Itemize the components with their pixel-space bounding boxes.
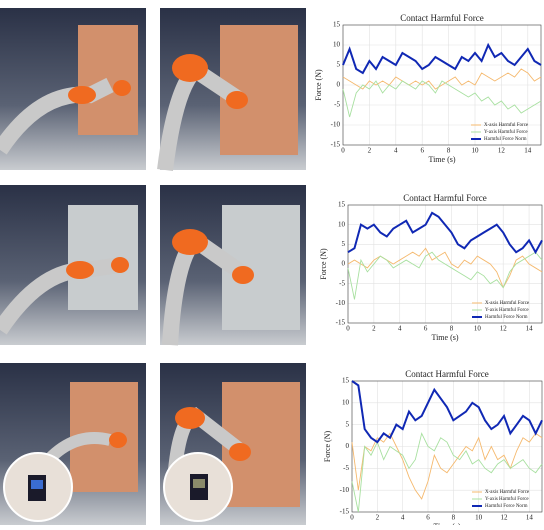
x-tick-label: 8 [452,514,456,522]
y-axis-label: Force (N) [319,248,328,280]
x-tick-label: 14 [524,147,532,155]
robot-joint [172,229,208,255]
x-tick-label: 0 [346,325,350,333]
series-line [342,42,542,75]
y-tick-label: 10 [333,41,341,49]
y-axis-label: Force (N) [323,431,332,463]
x-tick-label: 10 [475,514,483,522]
series-line [342,80,542,118]
x-tick-label: 4 [401,514,405,522]
legend-label: X-axis Harmful Force [485,490,530,495]
y-tick-label: -15 [336,319,346,327]
photos [0,8,306,525]
y-tick-label: 5 [346,420,350,428]
x-tick-label: 6 [424,325,428,333]
chart: -15 -10 -5 0 5 10 15 0 2 4 6 8 10 12 14 Contact Harmful… [323,369,543,530]
x-tick-label: 14 [526,325,534,333]
x-tick-label: 10 [472,147,480,155]
series-line [351,432,543,513]
y-tick-label: 15 [333,21,341,29]
legend-label: Harmful Force Norm [484,137,527,142]
robot-joint [229,443,251,461]
y-tick-label: 5 [337,61,341,69]
plot-frame [351,380,543,513]
x-tick-label: 14 [526,514,534,522]
y-tick-label: 5 [342,240,346,248]
y-tick-label: -10 [331,121,341,129]
x-tick-label: 2 [368,147,372,155]
robot-joint [226,91,248,109]
screen [193,479,205,488]
chart: -15 -10 -5 0 5 10 15 0 2 4 6 8 10 12 14 Contact Harmful… [314,13,542,164]
y-tick-label: -10 [336,299,346,307]
x-tick-label: 8 [450,325,454,333]
series-line [347,211,543,255]
x-axis-label: Time (s) [428,155,455,164]
y-tick-label: -15 [331,141,341,149]
door [68,205,138,310]
legend-label: Y-axis Harmful Force [484,130,528,135]
y-tick-label: 10 [342,398,350,406]
legend-label: Harmful Force Norm [485,315,528,320]
y-tick-label: 10 [338,220,346,228]
x-tick-label: 12 [498,147,506,155]
y-tick-label: 15 [342,377,350,385]
x-axis-label: Time (s) [431,333,458,342]
robot-joint [109,432,127,448]
x-tick-label: 4 [398,325,402,333]
series-line [347,251,543,300]
robot-joint [66,261,94,279]
robot-joint [175,407,205,429]
robot-joint [68,86,96,104]
screen [31,480,43,489]
x-tick-label: 0 [350,514,354,522]
x-tick-label: 6 [426,514,430,522]
legend-label: Y-axis Harmful Force [485,497,529,502]
series-line [351,380,543,444]
robot-joint [172,54,208,82]
x-tick-label: 2 [376,514,380,522]
chart: -15 -10 -5 0 5 10 15 0 2 4 6 8 10 12 14 Contact Harmful… [319,193,543,342]
y-tick-label: 0 [346,442,350,450]
x-tick-label: 6 [420,147,424,155]
door [78,25,138,135]
y-tick-label: 0 [337,81,341,89]
legend-label: Y-axis Harmful Force [485,308,529,313]
robot-joint [113,80,131,96]
legend-label: Harmful Force Norm [485,504,528,509]
series-line [342,68,542,90]
chart-title: Contact Harmful Force [405,369,488,379]
y-tick-label: 15 [338,201,346,209]
x-tick-label: 12 [501,514,509,522]
y-tick-label: -10 [340,486,350,494]
robot-joint [111,257,129,273]
y-tick-label: -5 [343,464,349,472]
x-tick-label: 2 [372,325,376,333]
y-tick-label: 0 [342,260,346,268]
y-tick-label: -5 [339,279,345,287]
robot-joint [232,266,254,284]
y-tick-label: -5 [334,101,340,109]
y-axis-label: Force (N) [314,69,323,101]
legend-label: X-axis Harmful Force [484,123,529,128]
x-tick-label: 8 [447,147,451,155]
x-tick-label: 0 [341,147,345,155]
chart-title: Contact Harmful Force [403,193,486,203]
x-tick-label: 12 [500,325,508,333]
chart-title: Contact Harmful Force [400,13,483,23]
x-tick-label: 4 [394,147,398,155]
legend-label: X-axis Harmful Force [485,301,530,306]
plot-frame [342,24,542,146]
y-tick-label: -15 [340,508,350,516]
x-tick-label: 10 [474,325,482,333]
